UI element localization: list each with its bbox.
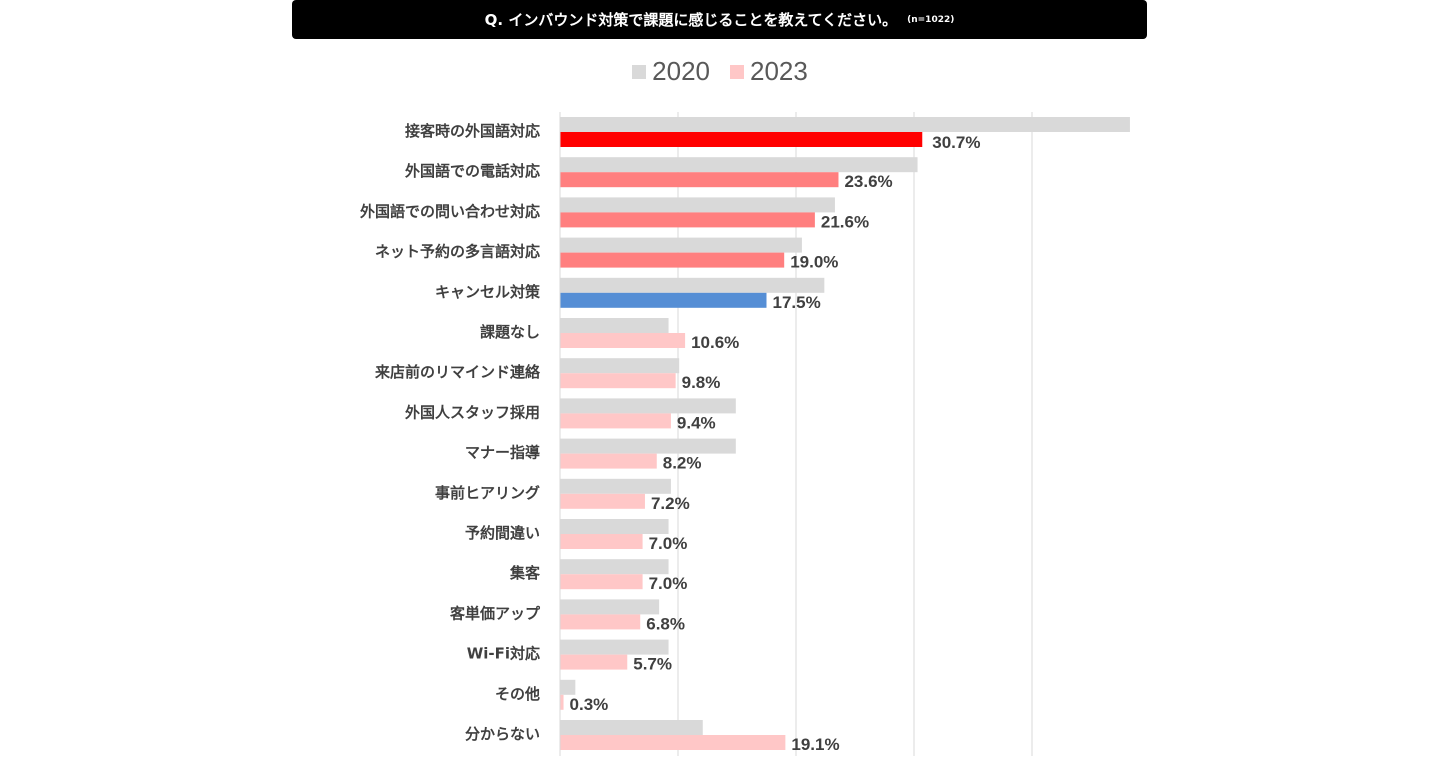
bar-2023 <box>560 132 923 147</box>
bar-2023 <box>560 252 785 268</box>
bar-2020 <box>560 438 736 454</box>
bar-2020 <box>560 358 680 374</box>
category-label: 接客時の外国語対応 <box>405 122 540 140</box>
bar-2020 <box>560 559 669 575</box>
bar-2020 <box>560 277 825 293</box>
category-label: 来店前のリマインド連絡 <box>374 363 541 381</box>
chart-title: Q. インバウンド対策で課題に感じることを教えてください。 <box>484 11 898 29</box>
category-label: 客単価アップ <box>449 604 541 622</box>
category-label: 外国語での電話対応 <box>404 162 540 180</box>
legend-item-2023: 2023 <box>730 56 808 87</box>
bar-2023 <box>560 735 786 750</box>
category-label: Wi-Fi対応 <box>467 645 540 663</box>
data-label: 30.7% <box>932 133 980 152</box>
data-label: 6.8% <box>646 614 685 633</box>
category-label: 外国語での問い合わせ対応 <box>359 202 540 220</box>
bar-2023 <box>560 574 643 590</box>
bar-2020 <box>560 519 669 534</box>
category-label: マナー指導 <box>465 444 540 462</box>
data-label: 10.6% <box>691 333 739 352</box>
legend-swatch-2023 <box>730 64 744 79</box>
bar-2023 <box>560 534 643 549</box>
bar-2023 <box>560 292 767 308</box>
category-label: 事前ヒアリング <box>435 484 540 502</box>
legend: 2020 2023 <box>0 56 1440 87</box>
data-label: 17.5% <box>773 293 821 312</box>
category-label: 集客 <box>509 564 541 582</box>
bar-2023 <box>560 654 628 670</box>
bar-2020 <box>560 679 576 695</box>
bar-2020 <box>560 197 835 213</box>
bar-2023 <box>560 373 676 389</box>
data-label: 23.6% <box>844 172 892 191</box>
category-label: 外国人スタッフ採用 <box>404 403 540 421</box>
category-label: その他 <box>495 685 540 703</box>
data-label: 7.2% <box>651 494 690 513</box>
bar-2023 <box>560 493 645 509</box>
legend-label-2020: 2020 <box>652 56 710 86</box>
bar-2020 <box>560 599 660 615</box>
bar-2023 <box>560 212 815 228</box>
bar-2020 <box>560 639 669 655</box>
bar-2020 <box>560 398 736 414</box>
bar-2023 <box>560 614 641 630</box>
legend-label-2023: 2023 <box>750 56 808 86</box>
bar-2023 <box>560 694 564 710</box>
data-label: 9.8% <box>682 373 721 392</box>
legend-item-2020: 2020 <box>632 56 710 87</box>
bar-2020 <box>560 237 802 253</box>
data-label: 0.3% <box>570 695 609 714</box>
data-label: 8.2% <box>663 454 702 473</box>
bar-2020 <box>560 117 1130 132</box>
category-label: キャンセル対策 <box>435 283 541 301</box>
data-label: 19.0% <box>790 253 838 272</box>
bar-2023 <box>560 333 686 348</box>
data-label: 9.4% <box>677 413 716 432</box>
data-label: 5.7% <box>633 655 672 674</box>
category-label: 課題なし <box>480 323 540 341</box>
data-label: 21.6% <box>821 212 869 231</box>
bar-2023 <box>560 413 671 429</box>
bar-2023 <box>560 172 839 188</box>
data-label: 7.0% <box>649 534 688 553</box>
chart-title-bar: Q. インバウンド対策で課題に感じることを教えてください。 (n=1022) <box>292 0 1147 39</box>
category-label: 予約間違い <box>465 524 540 542</box>
legend-swatch-2020 <box>632 64 647 79</box>
chart-subtitle: (n=1022) <box>907 14 955 25</box>
category-label: ネット予約の多言語対応 <box>375 243 540 261</box>
data-label: 7.0% <box>649 574 688 593</box>
bar-2020 <box>560 478 671 494</box>
bar-2020 <box>560 720 703 735</box>
bar-2023 <box>560 453 657 469</box>
category-label: 分からない <box>465 725 540 743</box>
data-label: 19.1% <box>791 735 839 754</box>
bar-2020 <box>560 157 918 173</box>
bar-2020 <box>560 318 669 333</box>
